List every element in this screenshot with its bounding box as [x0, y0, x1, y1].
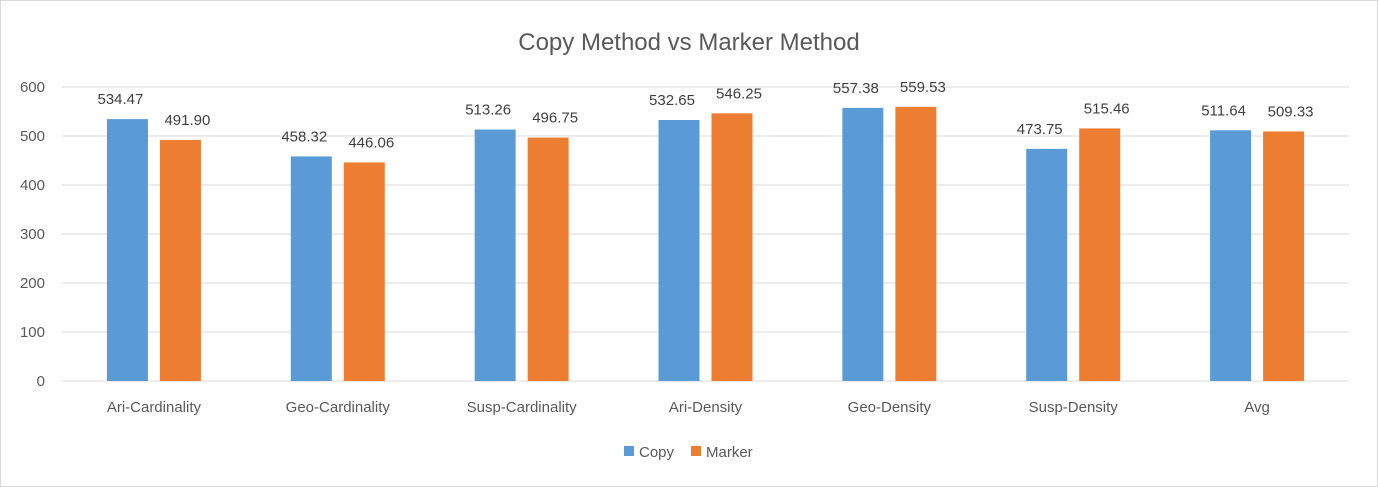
y-tick-label: 0 [37, 373, 45, 390]
data-label-copy: 473.75 [1017, 121, 1063, 138]
bar-marker [343, 162, 385, 381]
y-axis-ticks: 0 100 200 300 400 500 600 [20, 79, 45, 390]
bar-copy [106, 119, 148, 381]
bars [106, 106, 1305, 382]
x-category-label: Ari-Density [669, 399, 743, 416]
bar-copy [1210, 130, 1252, 381]
legend-swatch-marker [691, 446, 701, 456]
bar-copy [474, 129, 516, 381]
data-labels: 534.47 491.90 458.32 446.06 513.26 496.75 532.… [97, 79, 1313, 152]
chart-title: Copy Method vs Marker Method [518, 29, 859, 56]
data-label-copy: 458.32 [281, 128, 327, 145]
bar-copy [658, 120, 700, 382]
x-category-label: Geo-Cardinality [286, 399, 391, 416]
x-category-label: Geo-Density [848, 399, 932, 416]
y-tick-label: 500 [20, 128, 45, 145]
bar-marker [1263, 131, 1305, 381]
data-label-copy: 532.65 [649, 92, 695, 109]
data-label-marker: 509.33 [1268, 103, 1314, 120]
gridlines [62, 86, 1349, 382]
data-label-marker: 515.46 [1084, 100, 1130, 117]
x-axis-categories: Ari-Cardinality Geo-Cardinality Susp-Cardi… [107, 399, 1270, 416]
x-category-label: Susp-Cardinality [467, 399, 578, 416]
bar-copy [290, 156, 332, 381]
bar-marker [711, 113, 753, 382]
y-tick-label: 200 [20, 275, 45, 292]
data-label-marker: 491.90 [164, 112, 210, 129]
data-label-copy: 511.64 [1201, 102, 1246, 119]
y-tick-label: 100 [20, 324, 45, 341]
bar-copy [1026, 148, 1068, 381]
bar-marker [895, 106, 937, 382]
legend-label-copy: Copy [639, 444, 675, 461]
data-label-marker: 496.75 [532, 110, 578, 127]
data-label-copy: 557.38 [833, 80, 879, 97]
data-label-copy: 534.47 [97, 91, 143, 108]
x-category-label: Ari-Cardinality [107, 399, 202, 416]
data-label-marker: 446.06 [348, 134, 394, 151]
bar-marker [1079, 128, 1121, 381]
data-label-marker: 546.25 [716, 85, 762, 102]
x-category-label: Susp-Density [1029, 399, 1119, 416]
y-tick-label: 400 [20, 177, 45, 194]
y-tick-label: 300 [20, 226, 45, 243]
legend-label-marker: Marker [706, 444, 753, 461]
data-label-copy: 513.26 [465, 102, 511, 119]
x-category-label: Avg [1244, 399, 1270, 416]
data-label-marker: 559.53 [900, 79, 946, 96]
bar-marker [527, 137, 569, 381]
bar-copy [842, 107, 884, 382]
bar-marker [159, 139, 201, 381]
legend: Copy Marker [624, 444, 753, 461]
y-tick-label: 600 [20, 79, 45, 96]
legend-swatch-copy [624, 446, 634, 456]
